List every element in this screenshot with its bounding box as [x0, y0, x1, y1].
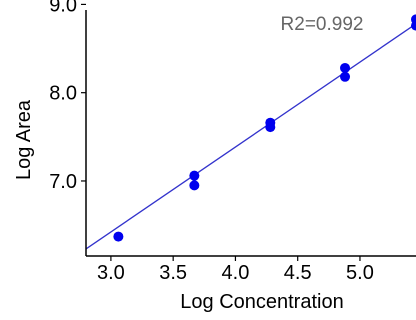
data-point — [340, 71, 351, 82]
data-point — [265, 117, 276, 128]
fit-line — [86, 23, 416, 250]
x-tick-label: 3.0 — [97, 262, 125, 284]
x-tick-label: 5.0 — [346, 262, 374, 284]
y-axis-title: Log Area — [13, 99, 35, 180]
x-axis-title: Log Concentration — [180, 291, 343, 313]
y-tick-label: 9.0 — [49, 0, 77, 16]
y-tick-label: 7.0 — [49, 171, 77, 193]
data-points-layer — [113, 14, 416, 242]
data-point — [113, 231, 124, 242]
x-tick-label: 4.5 — [284, 262, 312, 284]
data-point — [340, 62, 351, 73]
data-point — [189, 170, 200, 181]
x-tick-label: 3.5 — [159, 262, 187, 284]
data-point — [411, 14, 416, 25]
y-tick-label: 8.0 — [49, 83, 77, 105]
axis-ticks-layer: 3.0 3.5 4.0 4.5 5.0 7.0 8.0 9.0 — [49, 0, 374, 284]
x-tick-label: 4.0 — [222, 262, 250, 284]
r-squared-annotation: R2=0.992 — [281, 14, 364, 35]
data-point — [189, 180, 200, 191]
fit-line-layer — [86, 23, 416, 250]
